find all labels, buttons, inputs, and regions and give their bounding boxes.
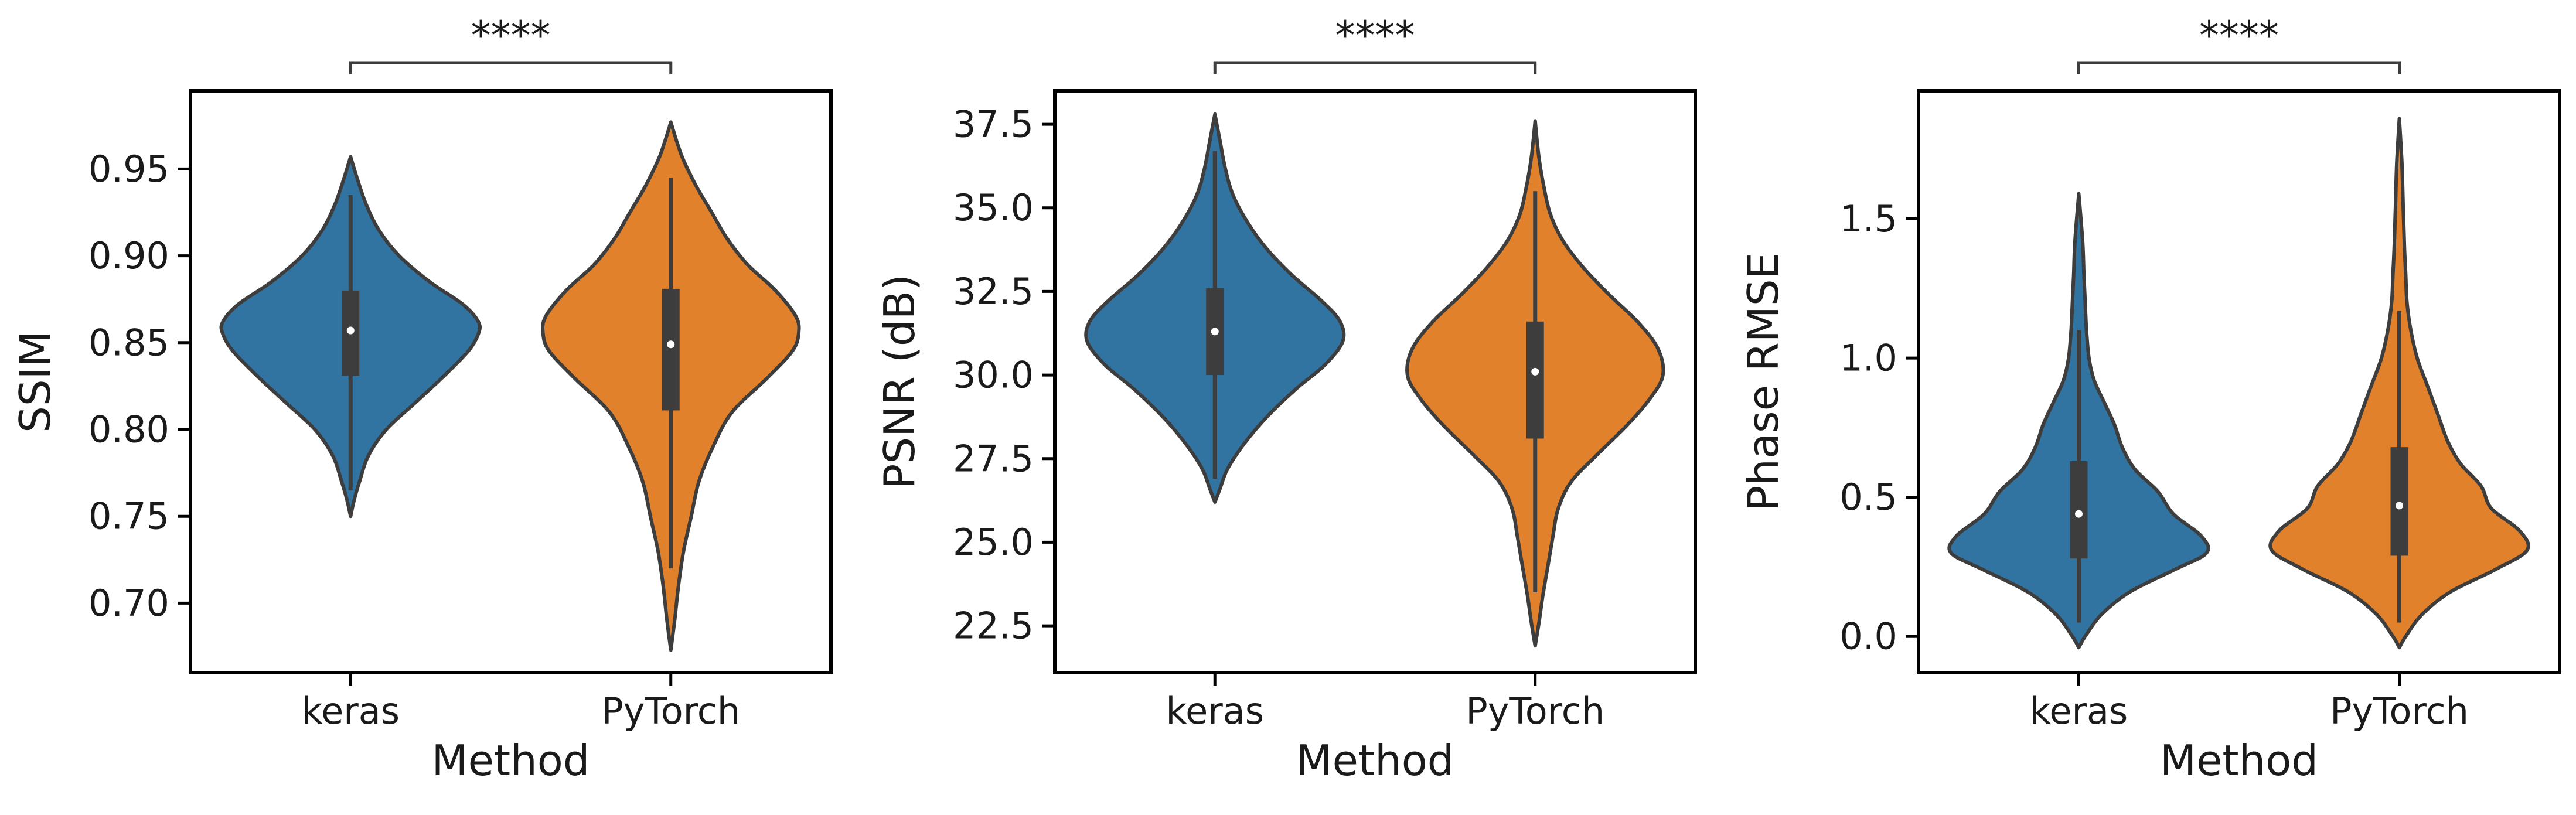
- axes-frame: [1917, 89, 2561, 674]
- y-tick-label: 0.0: [1839, 615, 1897, 658]
- panel-1: 0.70 0.75 0.80 0.85 0.90 0.95 keras PyTorch Meth…: [11, 13, 833, 785]
- median-point-pytorch: [667, 340, 675, 349]
- y-tick-label: 0.75: [88, 495, 169, 538]
- x-axis-label: Method: [2160, 736, 2318, 785]
- x-tick-label: keras: [2030, 690, 2128, 732]
- y-tick-label: 1.0: [1839, 337, 1897, 380]
- median-point-pytorch: [1531, 367, 1539, 376]
- median-point-pytorch: [2396, 502, 2403, 510]
- significance-label: ****: [471, 13, 551, 59]
- significance-bracket: [2077, 61, 2401, 74]
- significance-bracket: [349, 61, 673, 74]
- x-tick-label: keras: [301, 690, 400, 732]
- x-tick-label: PyTorch: [1466, 690, 1604, 732]
- median-point-keras: [346, 326, 355, 335]
- y-tick-label: 35.0: [953, 186, 1034, 229]
- y-axis-label: SSIM: [11, 330, 60, 433]
- y-tick-label: 22.5: [953, 605, 1034, 647]
- axes-frame: [189, 89, 833, 674]
- x-tick-label: PyTorch: [2330, 690, 2469, 732]
- panel-3: 0.0 0.5 1.0 1.5 keras PyTorch Method Phase RMSE…: [1739, 13, 2561, 785]
- iqr-box-keras: [2070, 461, 2088, 559]
- median-point-keras: [1211, 328, 1219, 336]
- y-tick-label: 30.0: [953, 354, 1034, 397]
- significance-label: ****: [1335, 13, 1415, 59]
- y-tick-label: 0.85: [88, 321, 169, 364]
- significance-bracket: [1213, 61, 1537, 74]
- y-tick-label: 0.90: [88, 234, 169, 277]
- x-axis-label: Method: [431, 736, 590, 785]
- y-tick-label: 0.80: [88, 408, 169, 451]
- iqr-box-pytorch: [662, 288, 680, 411]
- x-axis-label: Method: [1296, 736, 1454, 785]
- median-point-keras: [2075, 510, 2083, 518]
- iqr-box-pytorch: [1526, 321, 1544, 439]
- y-tick-label: 27.5: [953, 437, 1034, 480]
- y-tick-label: 0.70: [88, 582, 169, 625]
- y-axis-label: Phase RMSE: [1739, 253, 1788, 511]
- y-tick-label: 0.5: [1839, 476, 1897, 519]
- axes-frame: [1053, 89, 1697, 674]
- y-tick-label: 32.5: [953, 270, 1034, 313]
- y-axis-label: PSNR (dB): [875, 274, 924, 489]
- iqr-box-pytorch: [2390, 447, 2408, 556]
- y-tick-label: 37.5: [953, 103, 1034, 146]
- panel-2: 22.5 25.0 27.5 30.0 32.5 35.0 37.5 keras PyTorch…: [875, 13, 1697, 785]
- x-tick-label: PyTorch: [601, 690, 740, 732]
- x-tick-label: keras: [1166, 690, 1264, 732]
- y-tick-label: 1.5: [1839, 197, 1897, 240]
- significance-label: ****: [2199, 13, 2279, 59]
- y-tick-label: 0.95: [88, 148, 169, 190]
- y-tick-label: 25.0: [953, 521, 1034, 564]
